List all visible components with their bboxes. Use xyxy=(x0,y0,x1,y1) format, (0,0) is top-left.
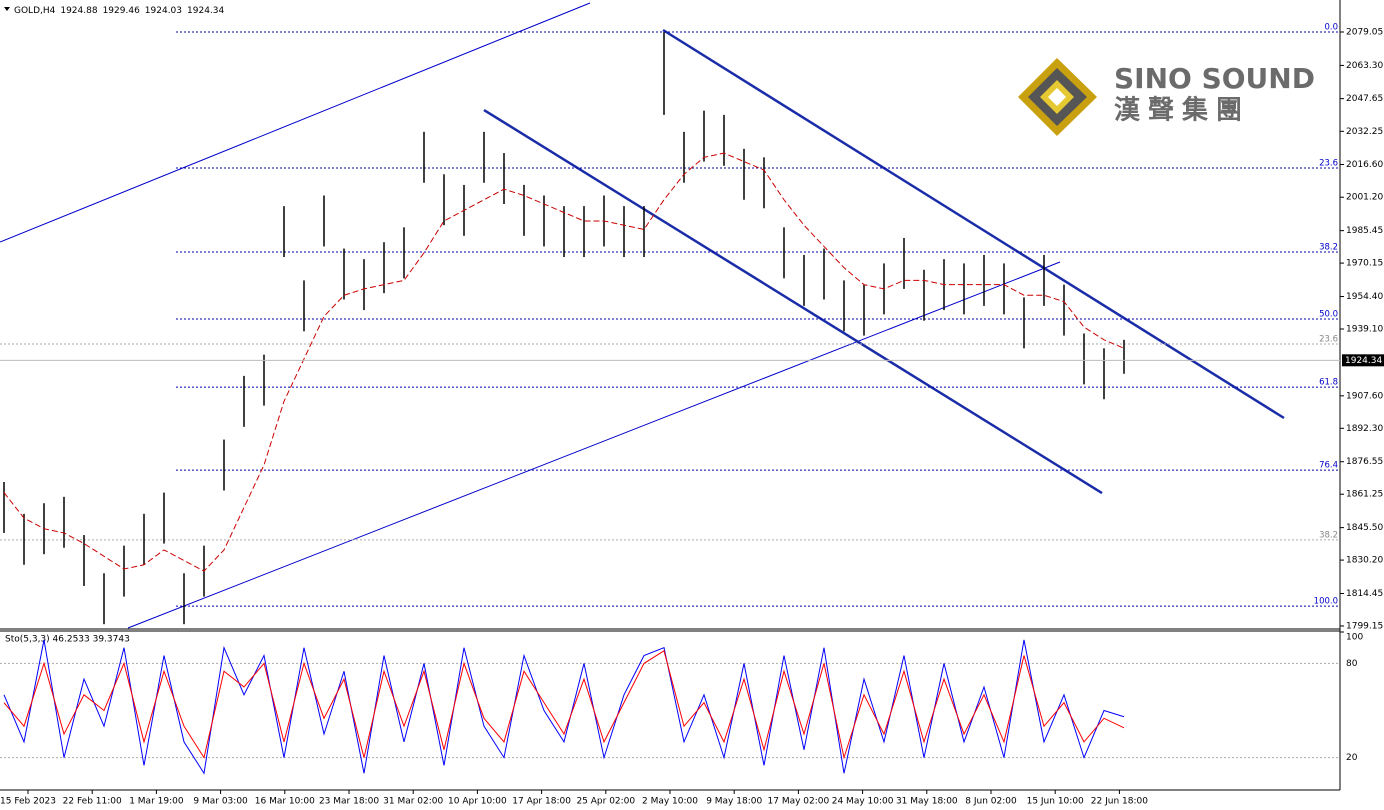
x-tick-label: 9 May 18:00 xyxy=(706,797,762,807)
y-tick-label: 1954.40 xyxy=(1346,292,1383,302)
x-tick-label: 10 Apr 10:00 xyxy=(448,797,507,807)
y-tick-label: 2016.60 xyxy=(1346,160,1383,170)
x-tick-label: 16 Mar 10:00 xyxy=(255,797,315,807)
fib-label: 38.2 xyxy=(1319,530,1338,540)
x-tick-label: 22 Feb 11:00 xyxy=(63,797,122,807)
y-tick-label: 1799.15 xyxy=(1346,621,1383,631)
x-tick-label: 22 Jun 18:00 xyxy=(1091,797,1148,807)
header-value: 1924.88 xyxy=(60,6,97,16)
fib-label: 61.8 xyxy=(1319,378,1338,388)
fib-label: 23.6 xyxy=(1319,335,1338,345)
logo-diamond xyxy=(1048,88,1066,106)
logo: SINO SOUND 漢聲集團 xyxy=(1018,58,1315,136)
x-tick-label: 17 May 02:00 xyxy=(768,797,830,807)
y-tick-label: 1970.15 xyxy=(1346,259,1383,269)
header-value: 1924.03 xyxy=(145,6,182,16)
y-tick-label: 2079.05 xyxy=(1346,28,1383,38)
y-tick-label: 1985.45 xyxy=(1346,226,1383,236)
y-tick-label: 1814.45 xyxy=(1346,589,1383,599)
fib-label: 50.0 xyxy=(1319,310,1338,320)
symbol: GOLD,H4 xyxy=(14,6,56,16)
y-tick-label: 1907.60 xyxy=(1346,391,1383,401)
x-tick-label: 17 Apr 18:00 xyxy=(512,797,571,807)
x-tick-label: 24 May 10:00 xyxy=(832,797,894,807)
x-tick-label: 2 May 10:00 xyxy=(642,797,698,807)
last-price-box xyxy=(1342,354,1384,367)
x-tick-label: 8 Jun 02:00 xyxy=(965,797,1017,807)
y-tick-label: 2047.65 xyxy=(1346,94,1383,104)
stochastic-line xyxy=(3,650,1125,760)
logo-subtitle: 漢聲集團 xyxy=(1114,95,1250,126)
fib-label: 100.0 xyxy=(1314,597,1338,607)
logo-name: SINO SOUND xyxy=(1114,62,1315,95)
y-tick-label: 2063.30 xyxy=(1346,61,1383,71)
indicator-title: Sto(5,3,3) 46.2533 39.3743 xyxy=(5,635,130,645)
x-tick-label: 23 Mar 18:00 xyxy=(319,797,379,807)
moving-average xyxy=(3,152,1125,572)
x-tick-label: 31 Mar 02:00 xyxy=(383,797,443,807)
y-tick-label: 80 xyxy=(1346,659,1358,669)
stochastic-line xyxy=(3,639,1125,775)
trend-line xyxy=(483,108,1103,495)
channel-line xyxy=(0,2,591,243)
header-value: 1929.46 xyxy=(103,6,140,16)
trend-line xyxy=(662,28,1285,420)
y-tick-label: 2032.25 xyxy=(1346,127,1383,137)
x-tick-label: 15 Jun 10:00 xyxy=(1027,797,1084,807)
fib-label: 0.0 xyxy=(1324,23,1338,33)
x-tick-label: 1 Mar 19:00 xyxy=(129,797,184,807)
header: GOLD,H4 1924.88 1929.46 1924.03 1924.34 xyxy=(14,6,225,16)
x-tick-label: 25 Apr 02:00 xyxy=(576,797,635,807)
last-price-label: 1924.34 xyxy=(1345,356,1382,366)
y-tick-label: 1892.30 xyxy=(1346,424,1383,434)
y-tick-label: 2001.20 xyxy=(1346,193,1383,203)
fib-label: 23.6 xyxy=(1319,159,1338,169)
x-tick-label: 15 Feb 2023 xyxy=(0,797,56,807)
header-value: 1924.34 xyxy=(187,6,224,16)
x-tick-label: 9 Mar 03:00 xyxy=(193,797,248,807)
y-tick-label: 20 xyxy=(1346,753,1358,763)
channel-line xyxy=(127,261,1061,629)
fib-label: 38.2 xyxy=(1319,242,1338,252)
y-tick-label: 1861.25 xyxy=(1346,490,1383,500)
y-tick-label: 1845.50 xyxy=(1346,523,1383,533)
y-tick-label: 1939.10 xyxy=(1346,324,1383,334)
y-tick-label: 1830.20 xyxy=(1346,556,1383,566)
menu-arrow xyxy=(4,7,10,11)
y-tick-label: 100 xyxy=(1346,633,1363,643)
y-tick-label: 1876.55 xyxy=(1346,457,1383,467)
x-tick-label: 31 May 18:00 xyxy=(896,797,958,807)
fib-label: 76.4 xyxy=(1319,461,1338,471)
